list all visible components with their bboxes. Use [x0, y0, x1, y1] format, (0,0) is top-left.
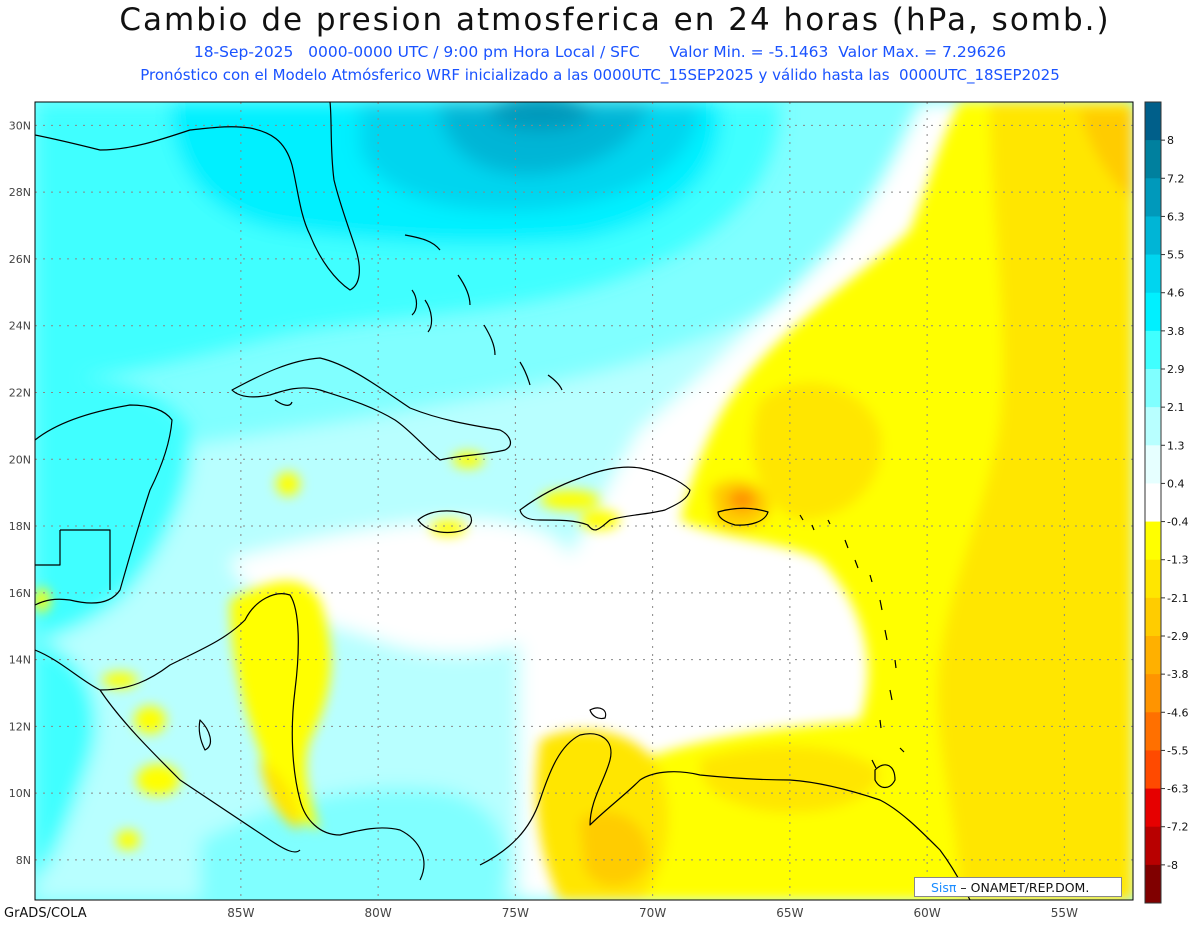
brand-label: Sisπ – ONAMET/REP.DOM. [914, 877, 1122, 897]
colorbar-legend: 8 7.2 6.3 5.5 4.6 3.8 2.9 2.1 1.3 0.4 -0.4 -1.3 -2.1… [1144, 101, 1188, 904]
colorbar-label: 3.8 [1167, 325, 1185, 338]
lat-tick-label: 30N [9, 119, 31, 132]
colorbar-swatch [1145, 674, 1161, 713]
colorbar-swatch [1145, 292, 1161, 332]
colorbar-label: 7.2 [1167, 172, 1185, 185]
colorbar-label: -3.8 [1167, 668, 1188, 681]
lat-tick-label: 18N [9, 520, 31, 533]
lat-tick-label: 16N [9, 587, 31, 600]
lat-tick-label: 8N [16, 854, 31, 867]
lon-tick-label: 85W [227, 906, 254, 920]
colorbar-swatch [1145, 712, 1161, 751]
colorbar-swatch [1145, 178, 1161, 217]
colorbar-label: 2.9 [1167, 363, 1185, 376]
map-frame [34, 101, 1134, 901]
lon-tick-label: 80W [365, 906, 392, 920]
colorbar-swatch [1145, 864, 1161, 904]
colorbar-swatch [1145, 597, 1161, 637]
colorbar-label: -8 [1167, 859, 1178, 872]
colorbar-label: -2.1 [1167, 592, 1188, 605]
colorbar-label: -0.4 [1167, 516, 1188, 529]
colorbar-frame [1144, 101, 1162, 904]
longitude-tick-labels: 85W 80W 75W 70W 65W 60W 55W [227, 906, 1078, 920]
colorbar-swatch [1145, 254, 1161, 294]
grads-credit: GrADS/COLA [4, 906, 87, 921]
colorbar-swatch [1145, 826, 1161, 866]
lon-tick-label: 65W [776, 906, 803, 920]
latitude-tick-labels: 8N 10N 12N 14N 16N 18N 20N 22N 24N 26N 28N 30N [9, 119, 31, 867]
lon-tick-label: 60W [914, 906, 941, 920]
brand-sis: Sisπ [931, 880, 957, 895]
colorbar-label: -1.3 [1167, 554, 1188, 567]
lat-tick-label: 26N [9, 253, 31, 266]
colorbar-swatch [1145, 216, 1161, 256]
colorbar-swatch [1145, 483, 1161, 523]
colorbar-label: -4.6 [1167, 706, 1188, 719]
colorbar-swatch [1145, 369, 1161, 408]
chart-subtitle-model-info: Pronóstico con el Modelo Atmósferico WRF… [140, 66, 1060, 84]
colorbar-label: 8 [1167, 134, 1174, 147]
chart-title: Cambio de presion atmosferica en 24 hora… [119, 2, 1111, 38]
lon-tick-label: 55W [1051, 906, 1078, 920]
colorbar-label: 1.3 [1167, 439, 1185, 452]
chart-subtitle-date-range: 18-Sep-2025 0000-0000 UTC / 9:00 pm Hora… [193, 43, 1007, 61]
colorbar-swatch [1145, 636, 1161, 675]
brand-org: – ONAMET/REP.DOM. [956, 880, 1090, 895]
colorbar-label: -5.5 [1167, 744, 1188, 757]
colorbar-swatch [1145, 330, 1161, 370]
colorbar-swatch [1145, 559, 1161, 599]
colorbar-label: 4.6 [1167, 287, 1185, 300]
lat-lon-grid [35, 102, 1133, 900]
colorbar-swatch [1145, 102, 1161, 141]
colorbar-label: -6.3 [1167, 783, 1188, 796]
colorbar-swatch [1145, 407, 1161, 446]
coastlines [35, 102, 971, 900]
colorbar-label: -7.2 [1167, 821, 1188, 834]
colorbar-label: 6.3 [1167, 210, 1185, 223]
lat-tick-label: 14N [9, 654, 31, 667]
colorbar-label: 2.1 [1167, 401, 1185, 414]
lat-tick-label: 28N [9, 186, 31, 199]
colorbar-swatch [1145, 788, 1161, 828]
lon-tick-label: 70W [639, 906, 666, 920]
colorbar-label: 5.5 [1167, 249, 1185, 262]
colorbar-swatch [1145, 445, 1161, 484]
colorbar-label: -2.9 [1167, 630, 1188, 643]
colorbar-swatch [1145, 521, 1161, 561]
colorbar-swatch [1145, 140, 1161, 179]
lat-tick-label: 20N [9, 453, 31, 466]
lat-tick-label: 10N [9, 787, 31, 800]
lon-tick-label: 75W [502, 906, 529, 920]
shaded-field [35, 102, 1133, 900]
lat-tick-label: 12N [9, 720, 31, 733]
colorbar-label: 0.4 [1167, 477, 1185, 490]
lat-tick-label: 22N [9, 386, 31, 399]
lat-tick-label: 24N [9, 320, 31, 333]
colorbar-swatch [1145, 750, 1161, 790]
